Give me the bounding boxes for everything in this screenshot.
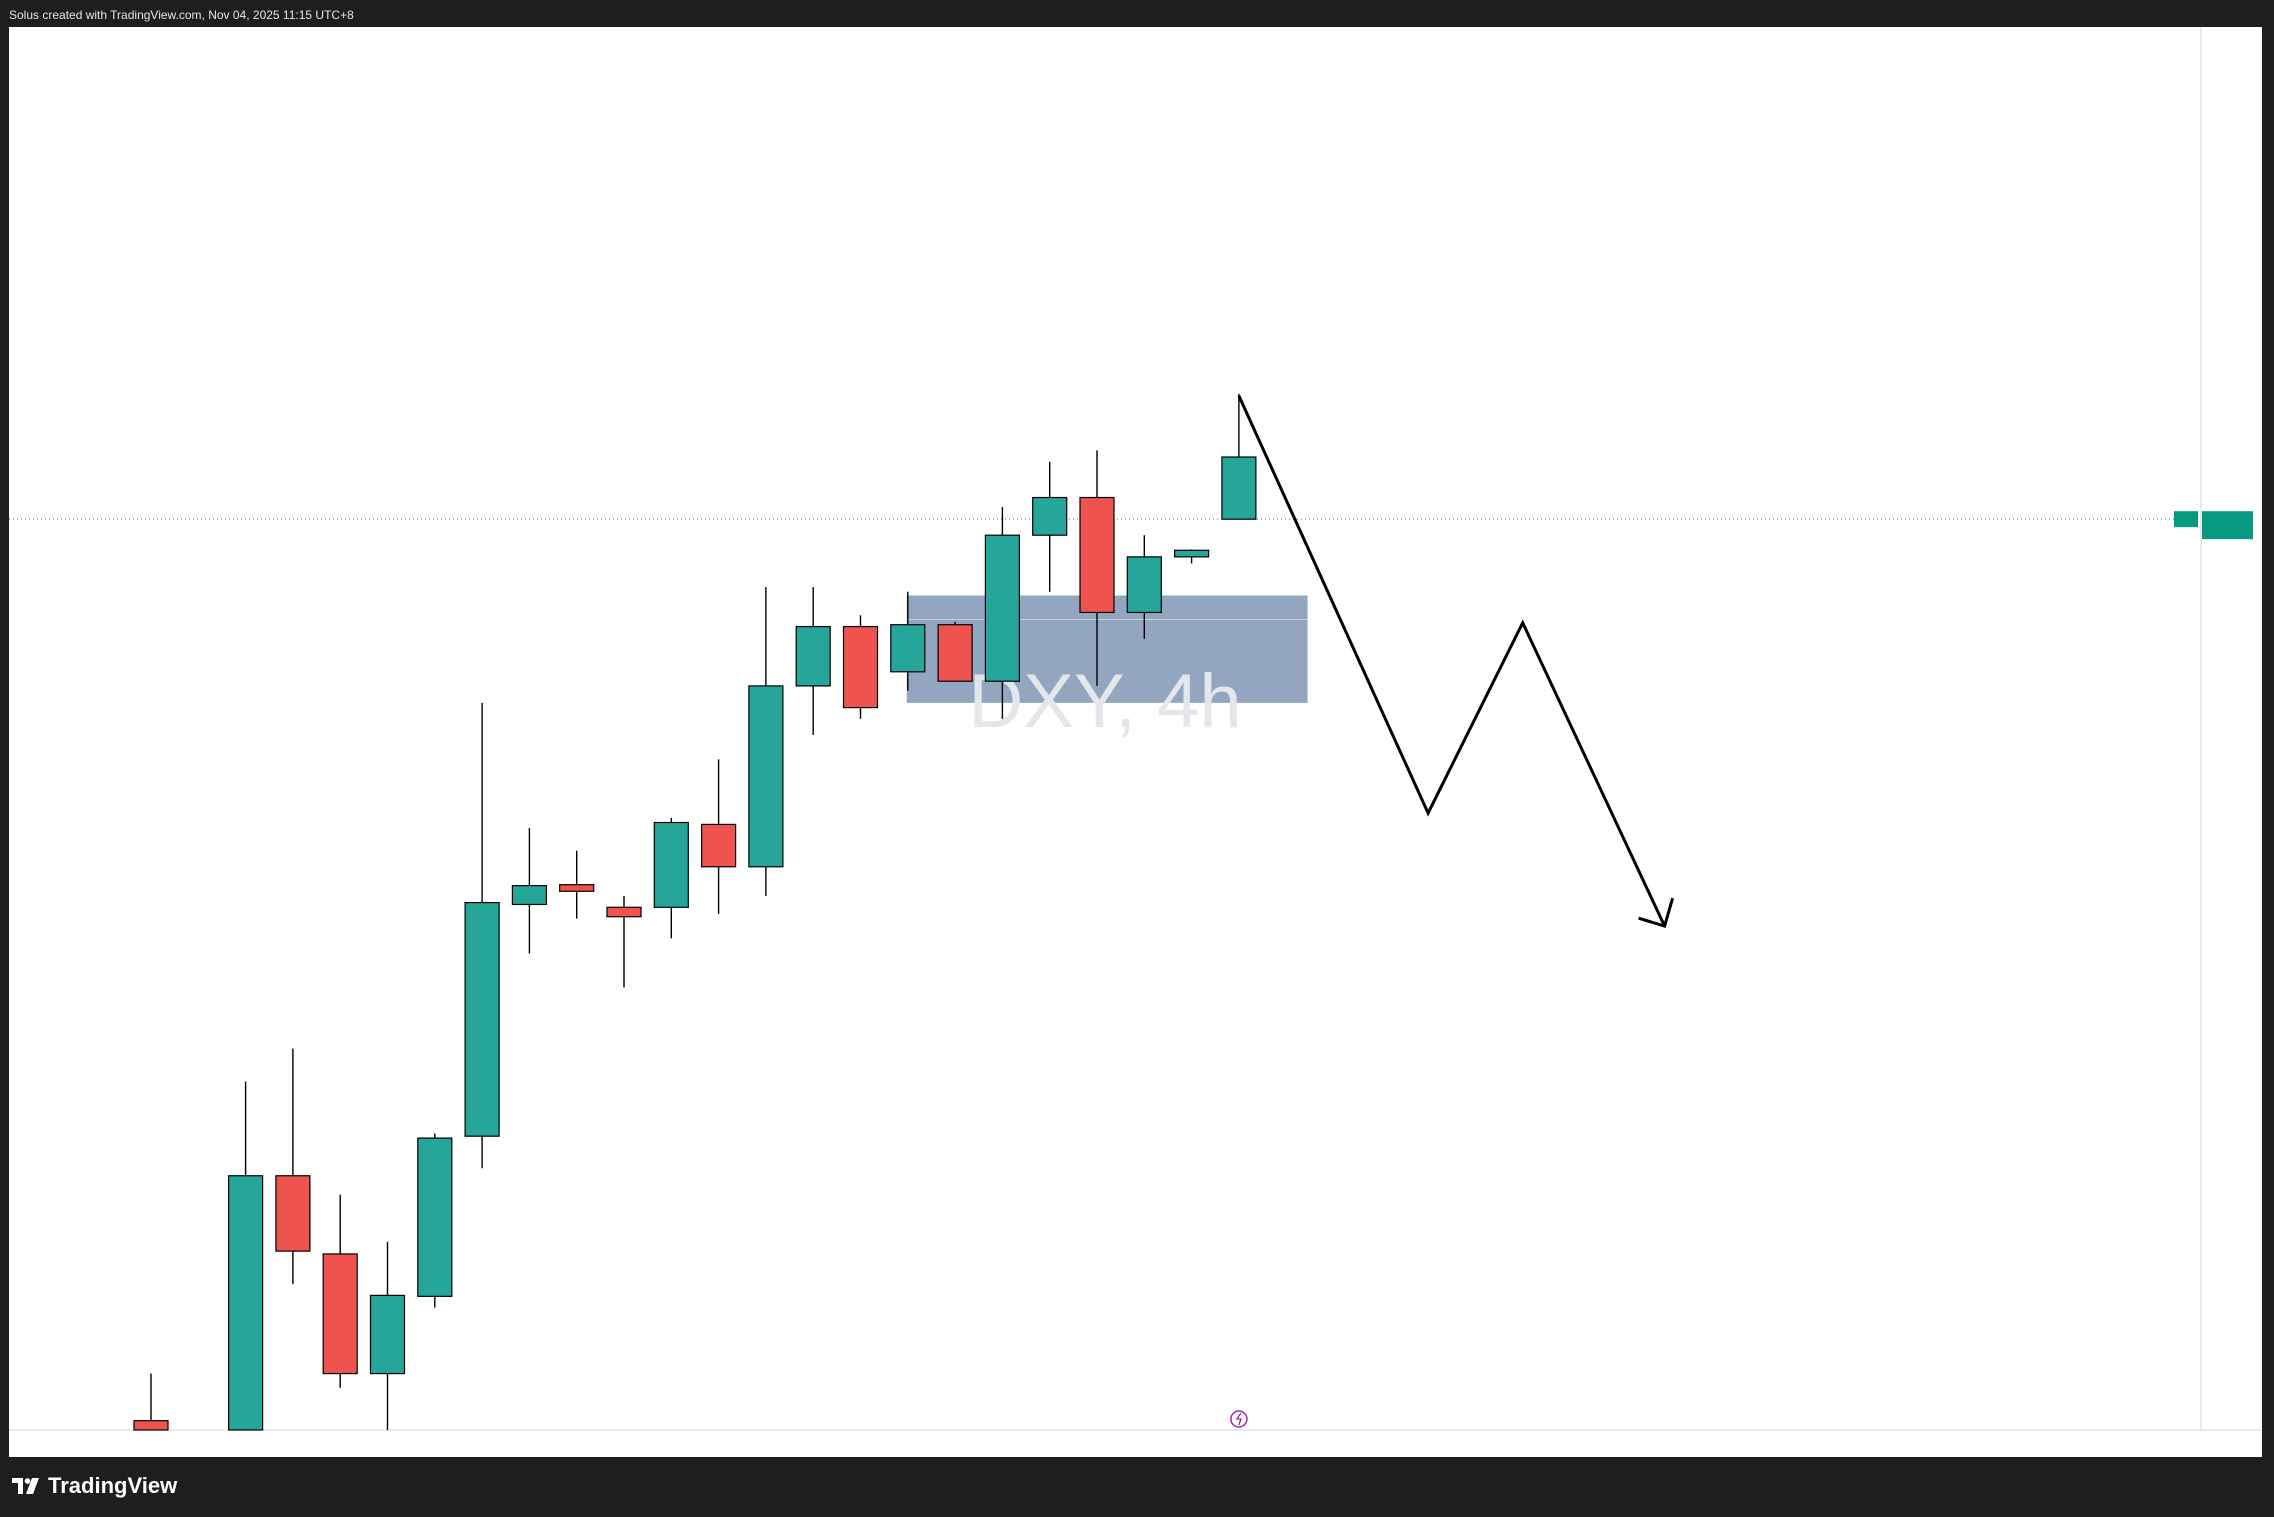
candle-body (937, 624, 973, 682)
symbol-tag-bg (2174, 511, 2198, 528)
candle-layer (133, 393, 1257, 1431)
bearish-candle (322, 1194, 358, 1388)
bullish-candle (1032, 461, 1068, 592)
bullish-candle (1173, 549, 1210, 564)
chart-area[interactable]: DXY, 4h (9, 27, 2262, 1457)
bearish-candle (700, 759, 737, 914)
candle-body (1079, 496, 1115, 614)
candle-body (133, 1420, 169, 1431)
candle-body (464, 901, 500, 1137)
bearish-candle (606, 895, 642, 988)
bearish-candle (133, 1373, 169, 1431)
bullish-candle (417, 1133, 453, 1308)
bottom-bar: TradingView (0, 1457, 2274, 1517)
candle-body (559, 884, 595, 892)
price-tag-bg (2202, 511, 2253, 540)
candle-body (984, 534, 1021, 682)
projected-path (1237, 395, 1666, 927)
candle-body (1173, 549, 1210, 558)
bearish-candle (937, 621, 973, 682)
bullish-candle (228, 1081, 264, 1431)
bullish-candle (1221, 393, 1257, 520)
bullish-candle (653, 817, 689, 939)
candle-body (795, 625, 831, 687)
candlestick-chart[interactable]: DXY, 4h (9, 27, 2262, 1457)
chart-caption: Solus created with TradingView.com, Nov … (9, 8, 354, 22)
candle-body (228, 1175, 264, 1431)
price-axis (2174, 511, 2253, 540)
candle-body (369, 1294, 406, 1375)
projection-arrowhead (1638, 897, 1675, 929)
candle-body (890, 624, 926, 673)
candle-body (748, 685, 784, 868)
candle-body (653, 821, 689, 908)
candle-body (606, 906, 642, 918)
brand-name: TradingView (48, 1473, 178, 1498)
bearish-candle (559, 850, 595, 919)
zone-layer (906, 595, 1308, 703)
bullish-candle (984, 506, 1021, 719)
candle-body (322, 1253, 358, 1375)
tradingview-brand[interactable]: TradingView (12, 1473, 177, 1499)
bearish-candle (842, 615, 879, 719)
bullish-candle (511, 828, 547, 954)
candle-body (417, 1137, 453, 1297)
candle-body (275, 1175, 311, 1252)
bearish-candle (275, 1048, 311, 1285)
bullish-candle (464, 702, 500, 1169)
tradingview-logo-icon (12, 1478, 39, 1494)
top-caption-bar: Solus created with TradingView.com, Nov … (0, 0, 2274, 27)
lightning-icon (1235, 1412, 1242, 1426)
candle-body (700, 823, 737, 868)
candle-body (1032, 496, 1068, 536)
candle-body (1221, 456, 1257, 520)
zone-rect (906, 619, 1308, 703)
bullish-candle (890, 591, 926, 691)
bullish-candle (1126, 535, 1162, 639)
bearish-candle (1079, 450, 1115, 686)
candle-body (842, 625, 879, 709)
bullish-candle (369, 1241, 406, 1430)
candle-body (1126, 556, 1162, 614)
bullish-candle (795, 587, 831, 735)
candle-body (511, 885, 547, 906)
projection-layer (1230, 395, 1675, 1428)
bullish-candle (748, 587, 784, 896)
